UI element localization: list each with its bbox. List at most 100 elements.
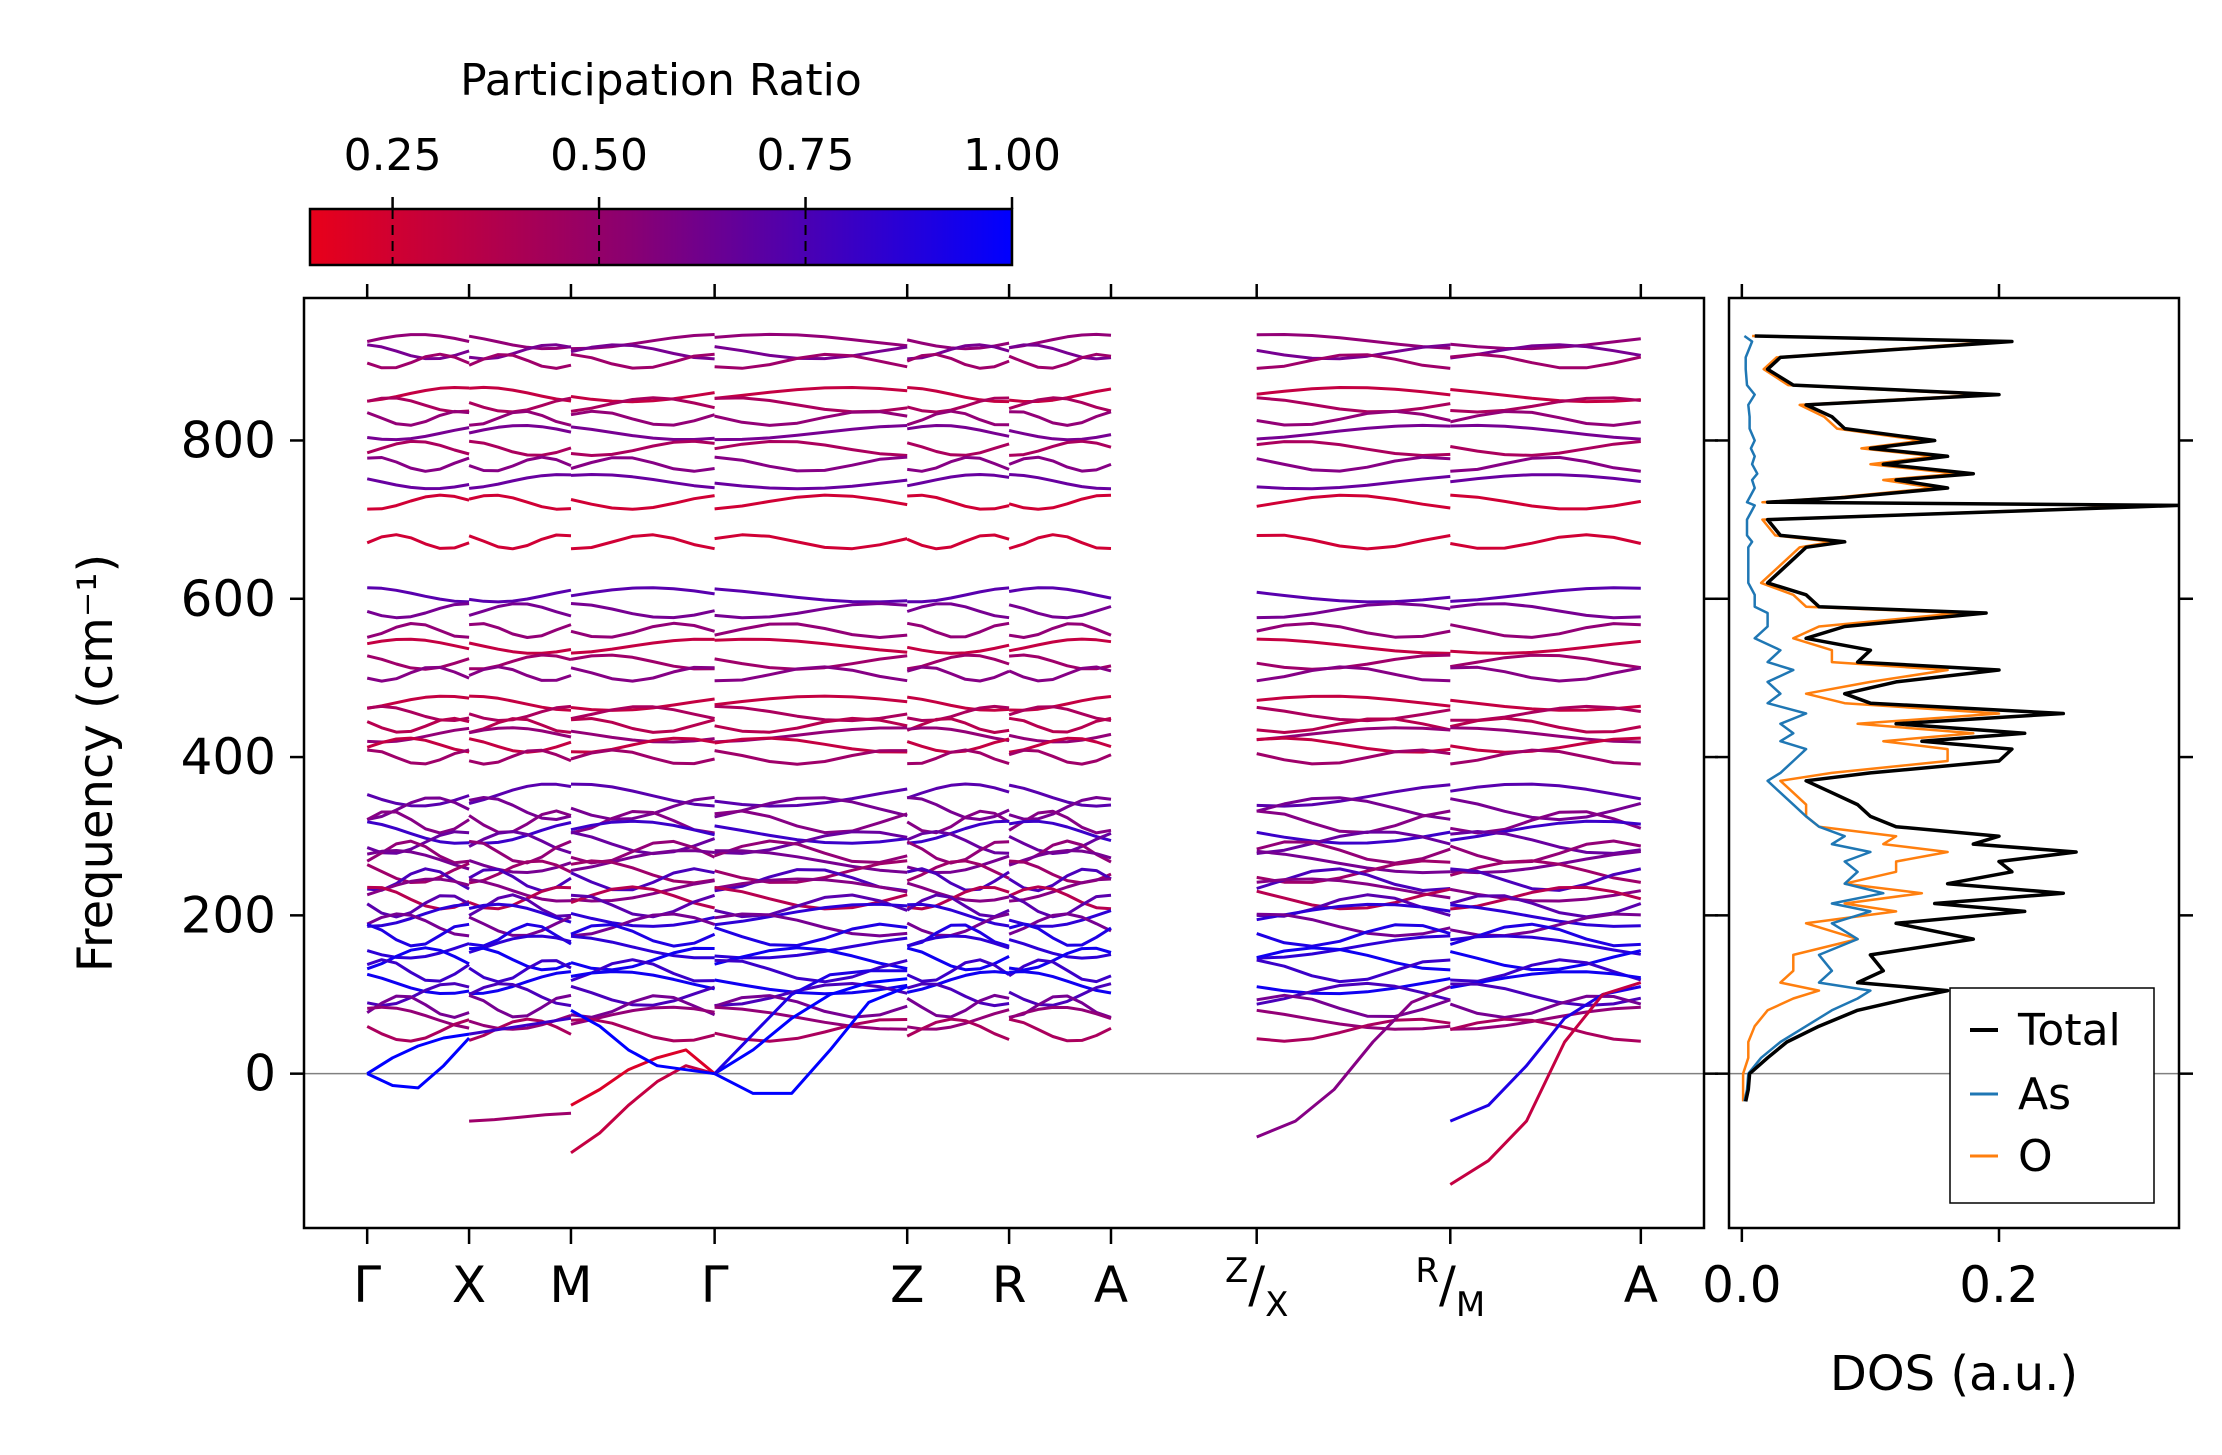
optical-branch	[1008, 586, 1112, 600]
optical-branch	[1256, 887, 1451, 911]
optical-branch	[570, 819, 715, 837]
optical-branch	[906, 424, 1010, 438]
optical-branch	[906, 993, 1010, 1019]
optical-branch	[570, 849, 715, 872]
optical-branch	[1256, 726, 1451, 742]
optical-branch	[1450, 352, 1642, 370]
optical-branch	[1450, 912, 1641, 938]
optical-branch	[907, 455, 1010, 473]
optical-branch	[1450, 622, 1641, 639]
optical-branch	[468, 622, 572, 639]
optical-branch	[714, 716, 908, 734]
optical-branch	[906, 602, 1010, 620]
optical-branch	[906, 1017, 1010, 1041]
optical-branch	[1256, 934, 1451, 960]
optical-branch	[1256, 474, 1451, 491]
optical-branch	[714, 1005, 908, 1031]
k-point-label: X	[452, 1256, 486, 1314]
optical-branch	[714, 749, 908, 766]
optical-branch	[1008, 473, 1112, 491]
optical-branch	[366, 439, 470, 456]
optical-branch	[1008, 938, 1112, 960]
optical-branch	[1008, 716, 1112, 734]
optical-branch	[906, 695, 1010, 712]
band-y-tick-label: 200	[181, 886, 276, 944]
optical-branch	[1450, 797, 1642, 822]
dos-curves	[1741, 334, 2179, 1102]
optical-branch	[1256, 946, 1451, 972]
optical-branch	[1256, 493, 1451, 510]
optical-branch	[1256, 912, 1451, 938]
colorbar-tick-label: 0.50	[550, 130, 648, 181]
optical-branch	[570, 533, 715, 551]
acoustic-branch	[713, 985, 908, 1095]
optical-branch	[468, 473, 572, 490]
optical-branch	[714, 824, 908, 845]
optical-branch	[1256, 653, 1451, 671]
optical-branch	[570, 439, 715, 457]
optical-branch	[1449, 994, 1642, 1019]
optical-branch	[907, 796, 1010, 821]
optical-branch	[906, 830, 1010, 855]
optical-branch	[570, 352, 715, 370]
optical-branch	[366, 820, 470, 845]
optical-branch	[1256, 809, 1451, 834]
optical-branch	[714, 587, 908, 604]
optical-branch	[714, 386, 908, 400]
optical-branch	[714, 410, 908, 427]
optical-branch	[1256, 796, 1451, 821]
optical-branch	[1256, 981, 1451, 1006]
optical-branch	[906, 934, 1010, 950]
optical-branch	[469, 970, 572, 996]
optical-branch	[1449, 1017, 1641, 1043]
optical-branch	[366, 894, 470, 919]
optical-branch	[714, 665, 908, 683]
optical-branch	[1450, 337, 1641, 351]
optical-branch	[1449, 716, 1642, 734]
optical-branch	[570, 859, 715, 885]
optical-branch	[1449, 949, 1642, 972]
legend-label-total: Total	[2017, 1005, 2121, 1056]
optical-branch	[1008, 455, 1112, 473]
optical-branch	[366, 352, 470, 370]
optical-branch	[1256, 958, 1451, 984]
optical-branch	[570, 867, 715, 892]
optical-branch	[1008, 1005, 1112, 1021]
optical-branch	[468, 493, 572, 511]
optical-branch	[570, 885, 715, 910]
optical-branch	[714, 602, 908, 620]
optical-branch	[1008, 982, 1112, 1007]
optical-branch	[570, 1017, 715, 1043]
optical-branch	[1256, 440, 1451, 457]
dos-x-axis-label: DOS (a.u.)	[1830, 1346, 2078, 1402]
acoustic-branch	[713, 977, 908, 1075]
colorbar-title: Participation Ratio	[460, 55, 862, 106]
band-k-point-ticks: Γ X M Γ Z R A Z/X R/M A	[353, 284, 1658, 1325]
optical-branch	[468, 641, 572, 655]
band-y-axis-label: Frequency (cm⁻¹)	[68, 554, 124, 972]
optical-branch	[570, 705, 715, 721]
acoustic-branch	[570, 1064, 716, 1155]
optical-branch	[570, 697, 715, 712]
optical-branch	[1256, 396, 1451, 414]
optical-branch	[366, 982, 470, 1008]
optical-branch	[1449, 922, 1641, 948]
optical-branch	[906, 782, 1010, 800]
optical-branch	[1450, 665, 1642, 683]
optical-branch	[906, 881, 1010, 903]
legend-entry-o: O	[1970, 1131, 2053, 1182]
optical-branch	[468, 588, 572, 604]
optical-branch	[714, 902, 908, 927]
optical-branch	[1008, 783, 1112, 808]
k-point-label: Γ	[701, 1256, 729, 1314]
optical-branch	[570, 984, 716, 1007]
colorbar-ticks: 0.25 0.50 0.75 1.00	[344, 130, 1061, 265]
optical-branch	[714, 809, 908, 835]
optical-branch	[468, 959, 572, 984]
optical-branch	[366, 849, 470, 871]
optical-branch	[714, 978, 908, 996]
optical-branch	[714, 493, 908, 511]
optical-branch	[1450, 830, 1642, 855]
legend-label-as: As	[2018, 1069, 2071, 1120]
optical-branch	[1256, 590, 1451, 604]
